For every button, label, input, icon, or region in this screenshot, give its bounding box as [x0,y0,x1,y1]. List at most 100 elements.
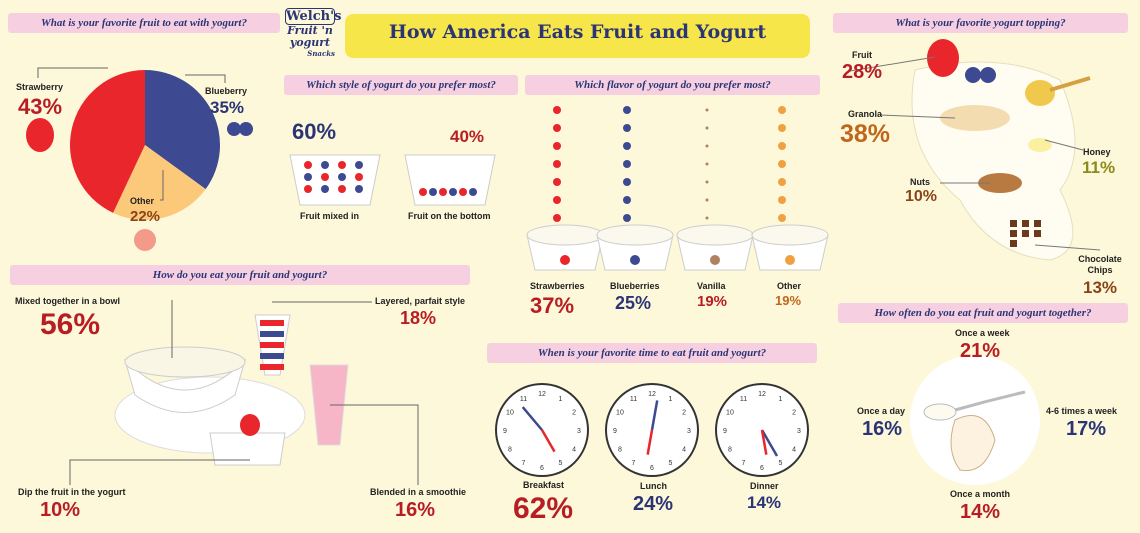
falling-topping [705,108,709,112]
falling-topping [623,214,631,222]
falling-topping [778,196,786,204]
flavor-icon [560,255,570,265]
label-strawberry: Strawberry [16,82,64,92]
strawberry-icon [26,118,54,152]
pct-flavor-other: 19% [775,293,802,308]
label-blueberry: Blueberry [205,86,248,96]
pct-strawberry: 43% [18,94,63,119]
clock-number: 10 [506,410,514,417]
logo-brand: Welch's [285,8,342,25]
welchs-logo: Welch's Fruit 'n yogurt Snacks [285,8,342,58]
clock-number: 11 [520,396,527,403]
how-often-question: How often do you eat fruit and yogurt to… [838,303,1128,323]
honey-dipper-handle [1049,76,1091,92]
label-topping-honey: Honey [1083,147,1111,157]
label-smoothie: Blended in a smoothie [370,487,467,497]
label-lunch: Lunch [640,481,667,491]
clock-number: 8 [728,447,732,454]
nuts-icon [978,173,1022,193]
clock-hand [646,429,654,455]
falling-topping [623,178,631,186]
yogurt-surface [526,224,604,246]
falling-topping [623,196,631,204]
yogurt-cup-bottom [404,154,496,206]
falling-topping [778,160,786,168]
clock-number: 5 [779,460,783,467]
clock-number: 5 [669,460,673,467]
how-eat-question: How do you eat your fruit and yogurt? [10,265,470,285]
chocolate-chip-icon [1010,230,1017,237]
clock-number: 3 [797,428,801,435]
leader-line [69,459,250,485]
fruit-piece [304,185,312,193]
leader-line [160,170,164,201]
label-topping-fruit: Fruit [852,50,872,60]
clock-number: 6 [650,465,654,472]
pct-topping-fruit: 28% [842,61,883,83]
clock-number: 8 [508,447,512,454]
leader-line [1044,139,1084,151]
parfait-layer [260,353,284,359]
falling-topping [705,198,709,202]
falling-topping [623,160,631,168]
pct-flavor-vanilla: 19% [697,293,728,310]
parfait-layer [260,364,284,370]
clock-number: 12 [758,391,766,398]
label-topping-chocolate: Chocolate Chips [1078,254,1122,275]
leader-line [330,404,419,485]
fruit-piece [429,188,437,196]
falling-topping [778,124,786,132]
pct-topping-chocolate: 13% [1083,278,1118,297]
fruit-piece [469,188,477,196]
leader-line [849,56,936,72]
fav-fruit-question: What is your favorite fruit to eat with … [8,13,280,33]
granola-icon [940,105,1010,131]
falling-topping [778,178,786,186]
parfait-layer [260,320,284,326]
pct-lunch: 24% [633,493,674,515]
falling-topping [553,160,561,168]
label-flavor-blueberries: Blueberries [610,281,660,291]
falling-topping [553,196,561,204]
bowl-yogurt [124,346,246,378]
label-once-week: Once a week [955,328,1010,338]
hand-icon [950,415,996,472]
honey-dipper-icon [1025,80,1055,106]
clock-number: 9 [723,428,727,435]
label-dip: Dip the fruit in the yogurt [18,487,126,497]
label-4-6-week: 4-6 times a week [1046,406,1118,416]
flavor-icon [630,255,640,265]
clock-number: 10 [726,410,734,417]
falling-topping [553,124,561,132]
falling-topping [778,214,786,222]
blueberry-icon [227,122,241,136]
pct-other: 22% [130,208,161,225]
pct-breakfast: 62% [513,492,574,525]
clock-number: 7 [632,460,636,467]
pct-fruit-bottom: 40% [450,127,485,146]
clock-number: 2 [682,410,686,417]
pct-flavor-blueberries: 25% [615,293,652,313]
pct-mixed-bowl: 56% [40,308,101,341]
pct-fruit-mixed: 60% [292,119,337,144]
pct-topping-granola: 38% [840,120,891,148]
page-title: How America Eats Fruit and Yogurt [345,14,810,58]
clock-number: 10 [616,410,624,417]
falling-topping [778,106,786,114]
clock-number: 4 [572,447,576,454]
fruit-piece [459,188,467,196]
chocolate-chip-icon [1034,230,1041,237]
fruit-piece [439,188,447,196]
leader-line [185,74,226,83]
clock-hand [650,400,659,431]
label-breakfast: Breakfast [523,480,565,490]
label-topping-granola: Granola [848,109,883,119]
clock-number: 9 [613,428,617,435]
label-other: Other [130,196,155,206]
clock-number: 2 [792,410,796,417]
fruit-piece [355,185,363,193]
falling-topping [553,214,561,222]
fruit-piece [338,161,346,169]
pct-smoothie: 16% [395,499,436,521]
